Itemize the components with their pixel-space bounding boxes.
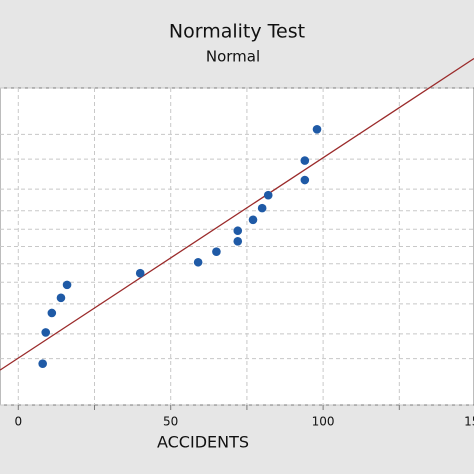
data-point bbox=[62, 280, 72, 290]
data-point bbox=[233, 236, 243, 246]
data-point bbox=[257, 203, 267, 213]
data-point bbox=[312, 124, 322, 134]
data-point bbox=[300, 156, 310, 165]
data-point bbox=[212, 247, 221, 257]
data-point bbox=[56, 293, 66, 303]
data-point bbox=[248, 215, 258, 225]
data-point bbox=[41, 328, 51, 337]
data-point bbox=[233, 226, 243, 236]
data-point bbox=[263, 190, 273, 200]
data-point bbox=[135, 268, 145, 278]
fit-line bbox=[0, 57, 474, 371]
x-tick-label: 150 bbox=[464, 415, 474, 429]
header-band bbox=[0, 0, 474, 88]
chart-title: Normality Test bbox=[169, 21, 305, 43]
x-tick-label: 100 bbox=[312, 415, 335, 429]
x-tick-label: 50 bbox=[163, 415, 178, 429]
data-point bbox=[300, 175, 310, 185]
data-point bbox=[47, 308, 57, 318]
data-point bbox=[38, 359, 47, 369]
chart-subtitle: Normal bbox=[206, 48, 260, 66]
x-axis-label: ACCIDENTS bbox=[157, 433, 249, 452]
data-point bbox=[193, 257, 203, 267]
x-tick-label: 0 bbox=[14, 415, 22, 429]
